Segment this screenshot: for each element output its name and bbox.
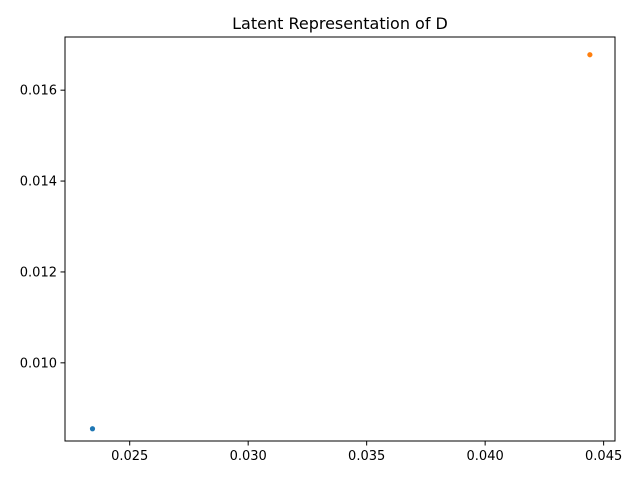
chart-title: Latent Representation of D	[232, 14, 448, 33]
x-tick-label: 0.025	[111, 449, 148, 464]
axes-frame	[64, 36, 616, 442]
data-point	[587, 52, 593, 58]
y-tick-label: 0.010	[20, 356, 57, 371]
data-point	[89, 426, 96, 432]
y-tick-label: 0.014	[20, 175, 57, 190]
plot-area: 0.025 0.030 0.035 0.040 0.045 0.010 0.012 0.014…	[20, 36, 622, 464]
x-tick-label: 0.030	[230, 449, 267, 464]
x-tick-label: 0.040	[467, 449, 504, 464]
x-tick-label: 0.035	[348, 449, 385, 464]
y-tick-label: 0.012	[20, 265, 57, 280]
y-tick-label: 0.016	[20, 84, 57, 99]
x-tick-label: 0.045	[585, 449, 622, 464]
